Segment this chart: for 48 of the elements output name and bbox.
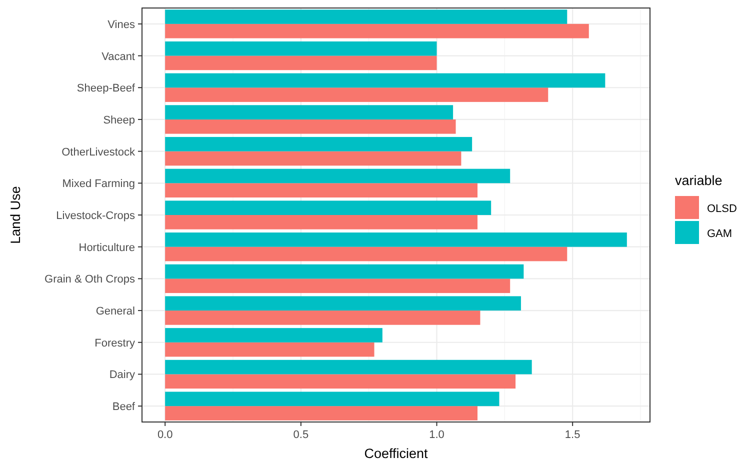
bar	[165, 10, 568, 24]
bar	[165, 264, 524, 279]
x-axis-title: Coefficient	[364, 446, 428, 461]
x-tick-label: 1.5	[564, 429, 580, 441]
bar	[165, 374, 516, 389]
y-tick-label: General	[96, 306, 135, 318]
bar	[165, 232, 627, 247]
bar	[165, 183, 478, 198]
bar	[165, 136, 472, 152]
bar	[165, 200, 492, 215]
bar	[165, 88, 548, 102]
y-tick-label: Grain & Oth Crops	[44, 274, 136, 286]
bar	[165, 24, 589, 38]
bar	[165, 296, 521, 311]
bar	[165, 105, 454, 120]
y-tick-label: OtherLivestock	[62, 146, 136, 158]
y-tick-label: Sheep-Beef	[76, 82, 136, 95]
bar	[165, 73, 606, 88]
bar	[165, 406, 478, 420]
bar	[165, 119, 456, 134]
y-tick-label: Sheep	[103, 114, 135, 126]
bar	[165, 56, 437, 70]
bar	[165, 151, 462, 166]
y-tick-label: Horticulture	[78, 242, 135, 254]
bar	[165, 328, 382, 342]
legend-label: OLSD	[707, 203, 738, 215]
bar	[165, 392, 500, 406]
legend-label: GAM	[707, 228, 732, 240]
bar	[165, 246, 568, 262]
x-tick-label: 0.0	[157, 429, 173, 441]
bar	[165, 168, 510, 184]
y-tick-label: Beef	[112, 401, 136, 414]
y-tick-label: Livestock-Crops	[56, 210, 136, 222]
y-tick-label: Vacant	[102, 50, 135, 63]
bar	[165, 360, 532, 374]
y-tick-label: Mixed Farming	[62, 178, 135, 190]
y-tick-label: Vines	[108, 18, 136, 31]
y-tick-label: Dairy	[109, 369, 136, 382]
x-tick-label: 1.0	[429, 429, 444, 441]
bar	[165, 41, 437, 56]
legend-title: variable	[675, 173, 722, 188]
bar	[165, 278, 510, 294]
x-tick-label: 0.5	[293, 429, 309, 441]
bar	[165, 215, 478, 230]
y-axis-title: Land Use	[8, 186, 23, 244]
y-tick-label: Forestry	[94, 337, 136, 350]
bar	[165, 342, 374, 357]
bar	[165, 310, 480, 325]
